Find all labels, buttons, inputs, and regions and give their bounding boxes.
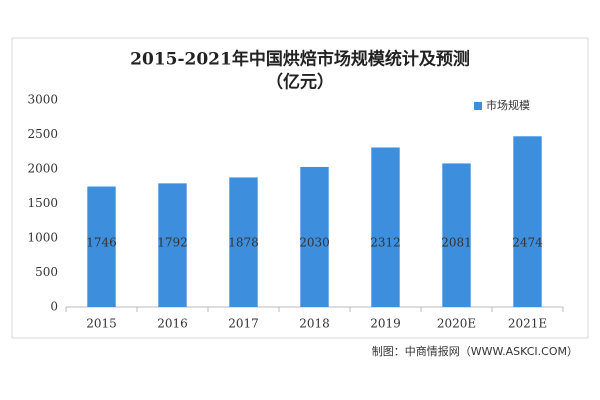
- value-label: 2312: [370, 236, 401, 250]
- value-label: 1746: [86, 236, 117, 250]
- value-label: 1878: [228, 236, 259, 250]
- y-tick-label: 0: [50, 300, 58, 314]
- y-tick-label: 3000: [27, 93, 58, 107]
- x-tick-label: 2020E: [437, 317, 476, 331]
- legend-label: 市场规模: [486, 98, 530, 112]
- value-label: 1792: [157, 236, 188, 250]
- bar: [513, 136, 542, 307]
- y-tick-label: 1500: [27, 196, 58, 210]
- bar: [158, 183, 187, 307]
- source: 制图：中商情报网（WWW.ASKCI.COM）: [372, 344, 578, 358]
- bar: [87, 186, 116, 307]
- bar: [229, 177, 258, 307]
- y-tick-label: 1000: [27, 231, 58, 245]
- x-tick-label: 2021E: [508, 317, 547, 331]
- x-tick-label: 2015: [86, 317, 117, 331]
- x-tick-label: 2019: [370, 317, 401, 331]
- y-tick-label: 500: [35, 265, 58, 279]
- y-tick-label: 2000: [27, 162, 58, 176]
- chart-title: 2015-2021年中国烘焙市场规模统计及预测: [130, 49, 470, 70]
- value-label: 2030: [299, 236, 330, 250]
- chart-subtitle: （亿元）: [266, 72, 334, 93]
- y-tick-label: 2500: [27, 127, 58, 141]
- bar: [371, 147, 400, 307]
- x-tick-label: 2016: [157, 317, 188, 331]
- x-tick-label: 2018: [299, 317, 330, 331]
- bar: [300, 166, 329, 307]
- value-label: 2081: [441, 236, 472, 250]
- x-tick-label: 2017: [228, 317, 259, 331]
- bar: [442, 163, 471, 307]
- legend-swatch: [474, 102, 482, 110]
- value-label: 2474: [512, 236, 543, 250]
